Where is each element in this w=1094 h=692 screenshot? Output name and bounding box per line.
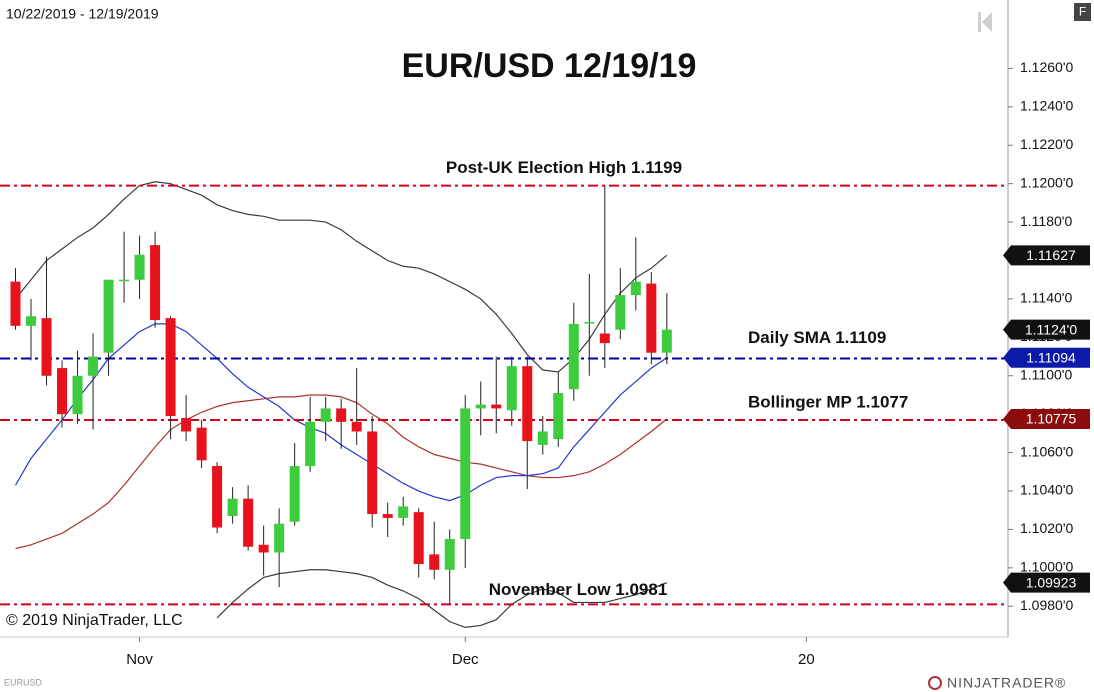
price-tag-shape	[1003, 408, 1090, 429]
candle-body	[584, 321, 595, 324]
price-tag-shape	[1003, 245, 1090, 266]
indicator-line	[216, 569, 668, 629]
format-button[interactable]	[1074, 3, 1091, 21]
y-tick-label: 1.1220'0	[1020, 136, 1073, 152]
candle-body	[165, 318, 176, 417]
level-label: Bollinger MP 1.1077	[748, 392, 908, 411]
symbol: EURUSD	[4, 677, 43, 687]
candle-body	[258, 544, 269, 553]
price-tag-label: 1.10775	[1026, 411, 1077, 427]
candle-body	[429, 554, 440, 570]
candle-body	[553, 393, 564, 440]
candle-body	[212, 466, 223, 528]
price-tag: 1.11627	[1003, 245, 1090, 266]
candle-body	[630, 281, 641, 296]
price-tag: 1.11094	[1003, 347, 1090, 368]
y-tick-label: 1.1040'0	[1020, 482, 1073, 498]
x-tick-label: Dec	[452, 651, 479, 668]
candle-body	[119, 279, 130, 282]
candle-body	[196, 427, 207, 461]
price-tag-shape	[1003, 572, 1090, 593]
price-tag-label: 1.11627	[1026, 247, 1076, 263]
candle-body	[646, 283, 657, 353]
price-tag: 1.1124'0	[1003, 319, 1090, 340]
price-tag-label: 1.09923	[1026, 574, 1077, 590]
brand-icon	[928, 676, 942, 690]
candle-body	[10, 281, 21, 326]
candle-body	[506, 366, 517, 411]
candle-body	[599, 333, 610, 344]
y-tick-label: 1.1200'0	[1020, 174, 1073, 190]
copyright: © 2019 NinjaTrader, LLC	[6, 612, 183, 629]
y-tick-label: 1.1260'0	[1020, 59, 1073, 75]
candle-body	[150, 245, 161, 321]
candle-body	[26, 316, 37, 326]
candle-body	[305, 421, 316, 467]
plot-area	[0, 181, 1008, 629]
candle-body	[336, 408, 347, 422]
candle-body	[522, 366, 533, 442]
chart-title: EUR/USD 12/19/19	[402, 47, 697, 85]
candle-body	[134, 254, 145, 280]
candle-body	[320, 408, 331, 422]
level-label: Post-UK Election High 1.1199	[446, 158, 682, 177]
candle-body	[537, 431, 548, 445]
candle-body	[475, 404, 486, 409]
y-tick-label: 1.1100'0	[1020, 366, 1072, 382]
candle-body	[351, 421, 362, 432]
candle-body	[491, 404, 502, 409]
indicator-line	[15, 394, 668, 550]
y-tick-label: 1.1060'0	[1020, 443, 1073, 459]
level-label: November Low 1.0981	[489, 580, 668, 599]
icon-arrow	[982, 12, 992, 32]
brand-name: NINJATRADER®	[947, 675, 1066, 691]
candle-body	[243, 498, 254, 547]
y-tick-label: 1.1180'0	[1020, 213, 1072, 229]
candle-body	[382, 514, 393, 518]
candle-body	[615, 295, 626, 330]
icon-bar	[978, 12, 981, 32]
x-tick-label: 20	[798, 651, 815, 668]
candle-body	[181, 418, 192, 432]
x-tick-label: Nov	[126, 651, 153, 668]
y-tick-label: 1.1240'0	[1020, 98, 1073, 114]
candle-body	[460, 408, 471, 540]
price-tag-label: 1.1124'0	[1025, 321, 1077, 337]
price-tag-shape	[1003, 319, 1090, 340]
candle-body	[661, 329, 672, 353]
date-range: 10/22/2019 - 12/19/2019	[6, 6, 159, 22]
candle-body	[367, 431, 378, 515]
price-tag-shape	[1003, 347, 1090, 368]
candle-body	[103, 279, 114, 353]
y-tick-label: 1.1020'0	[1020, 520, 1073, 536]
candle-body	[72, 375, 83, 415]
level-label: Daily SMA 1.1109	[748, 328, 886, 347]
candle-body	[444, 539, 455, 570]
format-button-label[interactable]: F	[1079, 5, 1086, 19]
candle-body	[227, 498, 238, 516]
candle-body	[41, 318, 52, 376]
scroll-start-icon[interactable]	[978, 12, 992, 32]
candle-body	[274, 523, 285, 553]
candle-body	[568, 323, 579, 390]
price-tag-label: 1.11094	[1026, 349, 1076, 365]
candle-body	[88, 356, 99, 376]
price-tag: 1.09923	[1003, 572, 1090, 593]
y-tick-label: 1.0980'0	[1020, 597, 1073, 613]
brand-logo: NINJATRADER®	[928, 675, 1066, 691]
candle-body	[57, 368, 68, 415]
candle-body	[289, 466, 300, 522]
y-tick-label: 1.1140'0	[1020, 290, 1072, 306]
y-tick-label: 1.1000'0	[1020, 559, 1073, 575]
candle-body	[413, 512, 424, 565]
price-tag: 1.10775	[1003, 408, 1090, 429]
candle-body	[398, 506, 409, 518]
